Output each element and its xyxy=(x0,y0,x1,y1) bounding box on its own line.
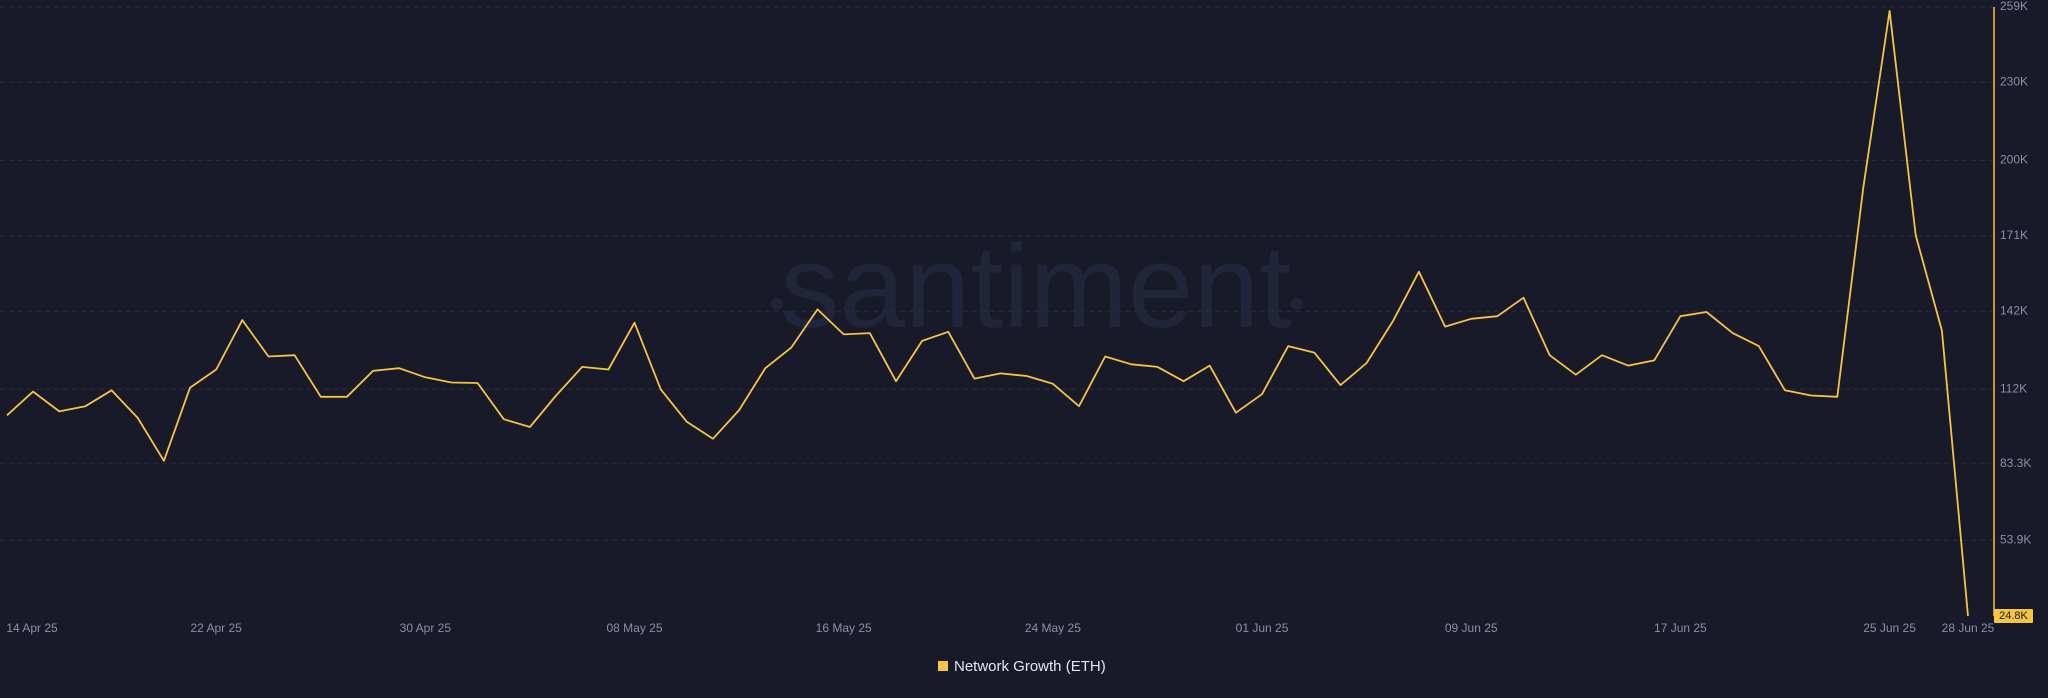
series-line xyxy=(6,10,1969,617)
x-tick-label: 08 May 25 xyxy=(606,621,662,635)
y-tick-label: 112K xyxy=(2000,381,2027,395)
x-tick-label: 14 Apr 25 xyxy=(6,621,58,635)
x-tick-label: 17 Jun 25 xyxy=(1654,621,1707,635)
y-tick-label: 142K xyxy=(2000,303,2028,317)
watermark-dot xyxy=(1291,298,1303,310)
watermark: santiment xyxy=(780,221,1292,353)
last-value-badge xyxy=(1994,609,2033,623)
y-tick-label: 83.3K xyxy=(2000,456,2031,470)
legend-swatch xyxy=(938,661,948,671)
x-tick-label: 25 Jun 25 xyxy=(1863,621,1916,635)
x-tick-label: 01 Jun 25 xyxy=(1236,621,1289,635)
y-tick-label: 259K xyxy=(2000,0,2028,13)
x-tick-label: 09 Jun 25 xyxy=(1445,621,1498,635)
x-tick-label: 22 Apr 25 xyxy=(190,621,242,635)
x-tick-label: 30 Apr 25 xyxy=(400,621,452,635)
last-value-label: 24.8K xyxy=(1999,610,2028,622)
y-tick-label: 171K xyxy=(2000,228,2028,242)
watermark-dot xyxy=(771,298,783,310)
y-tick-label: 53.9K xyxy=(2000,533,2031,547)
legend-label: Network Growth (ETH) xyxy=(954,658,1106,675)
x-tick-label: 28 Jun 25 xyxy=(1942,621,1995,635)
x-tick-label: 24 May 25 xyxy=(1025,621,1081,635)
x-tick-label: 16 May 25 xyxy=(816,621,872,635)
y-tick-label: 200K xyxy=(2000,153,2028,167)
y-tick-label: 230K xyxy=(2000,75,2028,89)
